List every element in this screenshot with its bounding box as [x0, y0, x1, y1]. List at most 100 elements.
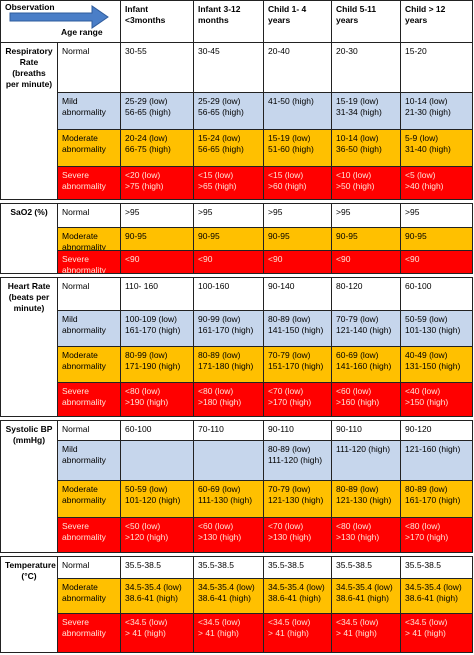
value-cell: 121-160 (high)	[400, 440, 473, 481]
row-label: Severe abnormality	[57, 250, 121, 274]
value-cell: <10 (low) >50 (high)	[331, 166, 401, 200]
value-cell: 80-89 (low) 141-150 (high)	[263, 310, 332, 347]
value-text: 34.5-35.4 (low)	[405, 582, 462, 592]
value-text: 110- 160	[125, 281, 158, 291]
value-text: 15-19 (low)	[268, 133, 311, 143]
value-text: 161-170 (high)	[405, 495, 461, 506]
value-text: 34.5-35.4 (low)	[336, 582, 393, 592]
row-label-text: Moderate abnormality	[62, 484, 106, 506]
value-cell: 60-69 (low) 111-130 (high)	[193, 480, 264, 518]
row-label-text: Moderate abnormality	[62, 133, 106, 155]
value-cell: 41-50 (high)	[263, 92, 332, 130]
value-cell: >95	[193, 203, 264, 228]
header-age-range: Age range	[61, 27, 103, 37]
value-text: 56-65 (high)	[125, 107, 171, 118]
value-cell: <70 (low) >170 (high)	[263, 382, 332, 417]
column-header: Infant <3months	[125, 4, 166, 26]
value-text: 35.5-38.5	[125, 560, 161, 570]
value-text: 161-170 (high)	[125, 325, 181, 336]
value-text: 121-130 (high)	[336, 495, 392, 506]
value-cell: 15-24 (low) 56-65 (high)	[193, 129, 264, 167]
value-text: <90	[198, 254, 213, 264]
value-text: 10-14 (low)	[336, 133, 379, 143]
section-title-text: Systolic BP (mmHg)	[5, 424, 53, 446]
value-text: 100-160	[198, 281, 230, 291]
value-cell: 100-109 (low) 161-170 (high)	[120, 310, 194, 347]
value-text: 38.6-41 (high)	[268, 593, 321, 604]
value-cell: 20-40	[263, 42, 332, 93]
value-text: >75 (high)	[125, 181, 164, 192]
value-cell: 35.5-38.5	[400, 556, 473, 579]
value-text: 51-60 (high)	[268, 144, 314, 155]
value-text: 41-50 (high)	[268, 96, 314, 106]
row-label: Severe abnormality	[57, 517, 121, 553]
value-cell: 111-120 (high)	[331, 440, 401, 481]
row-label-text: Normal	[62, 281, 90, 291]
row-label-text: Mild abnormality	[62, 314, 106, 336]
value-text: 25-29 (low)	[125, 96, 168, 106]
section-title: SaO2 (%)	[0, 203, 58, 274]
row-label: Severe abnormality	[57, 382, 121, 417]
value-text: <15 (low)	[268, 170, 304, 180]
value-text: 70-110	[198, 424, 224, 434]
value-text: 35.5-38.5	[405, 560, 441, 570]
value-text: 60-69 (low)	[336, 350, 379, 360]
value-cell: 15-20	[400, 42, 473, 93]
value-text: 35.5-38.5	[336, 560, 372, 570]
row-label: Normal	[57, 420, 121, 441]
value-cell: <80 (low) >170 (high)	[400, 517, 473, 553]
value-text: 171-190 (high)	[125, 361, 181, 372]
value-text: <80 (low)	[125, 386, 161, 396]
value-text: 38.6-41 (high)	[125, 593, 178, 604]
value-cell: 70-79 (low) 151-170 (high)	[263, 346, 332, 383]
value-text: <50 (low)	[125, 521, 161, 531]
value-cell: 20-30	[331, 42, 401, 93]
section-title: Temperature (°C)	[0, 556, 58, 653]
value-text: 70-79 (low)	[336, 314, 379, 324]
value-text: 90-110	[336, 424, 362, 434]
value-cell: 90-95	[263, 227, 332, 251]
value-text: 20-30	[336, 46, 358, 56]
value-cell: <40 (low) >150 (high)	[400, 382, 473, 417]
value-text: >95	[336, 207, 351, 217]
value-text: >170 (high)	[268, 397, 312, 408]
row-label: Normal	[57, 277, 121, 311]
value-text: 20-40	[268, 46, 290, 56]
value-text: >95	[268, 207, 283, 217]
value-text: <80 (low)	[405, 521, 441, 531]
value-text: 90-99 (low)	[198, 314, 241, 324]
value-text: <90	[405, 254, 420, 264]
value-text: 34.5-35.4 (low)	[268, 582, 325, 592]
value-text: 90-110	[268, 424, 294, 434]
value-text: <90	[336, 254, 351, 264]
column-header: Child 5-11 years	[336, 4, 377, 26]
value-cell: 34.5-35.4 (low) 38.6-41 (high)	[331, 578, 401, 614]
value-cell: <60 (low) >130 (high)	[193, 517, 264, 553]
value-cell: 10-14 (low) 21-30 (high)	[400, 92, 473, 130]
value-text: <70 (low)	[268, 521, 304, 531]
value-cell: 90-95	[400, 227, 473, 251]
value-cell: 5-9 (low) 31-40 (high)	[400, 129, 473, 167]
header-cell: Child 5-11 years	[331, 0, 401, 43]
value-cell: 35.5-38.5	[263, 556, 332, 579]
value-text: 80-89 (low)	[268, 444, 311, 454]
value-cell: 50-59 (low) 101-120 (high)	[120, 480, 194, 518]
value-text: <40 (low)	[405, 386, 441, 396]
value-cell: 25-29 (low) 56-65 (high)	[193, 92, 264, 130]
row-label-text: Moderate abnormality	[62, 582, 106, 604]
value-text: >180 (high)	[198, 397, 242, 408]
row-label-text: Moderate abnormality	[62, 350, 106, 372]
value-text: 56-65 (high)	[198, 107, 244, 118]
row-label: Moderate abnormality	[57, 578, 121, 614]
value-text: 141-150 (high)	[268, 325, 324, 336]
header-cell: Child 1- 4 years	[263, 0, 332, 43]
value-cell: <34.5 (low) > 41 (high)	[331, 613, 401, 653]
value-cell: 35.5-38.5	[193, 556, 264, 579]
value-text: 80-89 (low)	[268, 314, 311, 324]
value-text: 70-79 (low)	[268, 484, 311, 494]
section-title: Respiratory Rate (breaths per minute)	[0, 42, 58, 200]
value-text: 111-120 (high)	[336, 444, 391, 454]
value-cell: 34.5-35.4 (low) 38.6-41 (high)	[400, 578, 473, 614]
row-label-text: Severe abnormality	[62, 617, 106, 639]
